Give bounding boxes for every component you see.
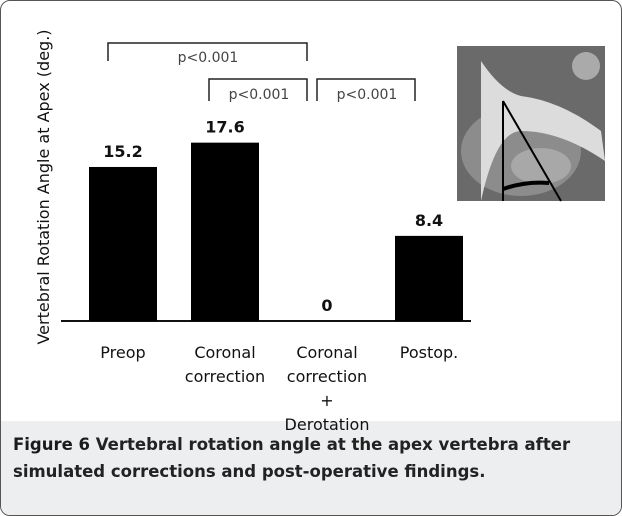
value-label: 8.4 [415, 211, 443, 230]
significance-label: p<0.001 [337, 87, 398, 103]
caption-body: Vertebral rotation angle at the apex ver… [13, 435, 570, 481]
significance-label: p<0.001 [178, 50, 239, 66]
y-axis-label: Vertebral Rotation Angle at Apex (deg.) [34, 29, 53, 344]
bar [395, 236, 463, 321]
value-label: 15.2 [103, 142, 142, 161]
value-label: 0 [321, 296, 332, 315]
bar [89, 167, 157, 321]
ct-inset [457, 46, 605, 201]
significance-label: p<0.001 [229, 87, 290, 103]
caption-text: Figure 6 Vertebral rotation angle at the… [13, 431, 609, 485]
figure: Vertebral Rotation Angle at Apex (deg.) … [0, 0, 622, 516]
caption-label: Figure 6 [13, 435, 90, 454]
bar [191, 143, 259, 321]
x-tick-label: Postop. [364, 341, 494, 365]
value-label: 17.6 [205, 118, 244, 137]
